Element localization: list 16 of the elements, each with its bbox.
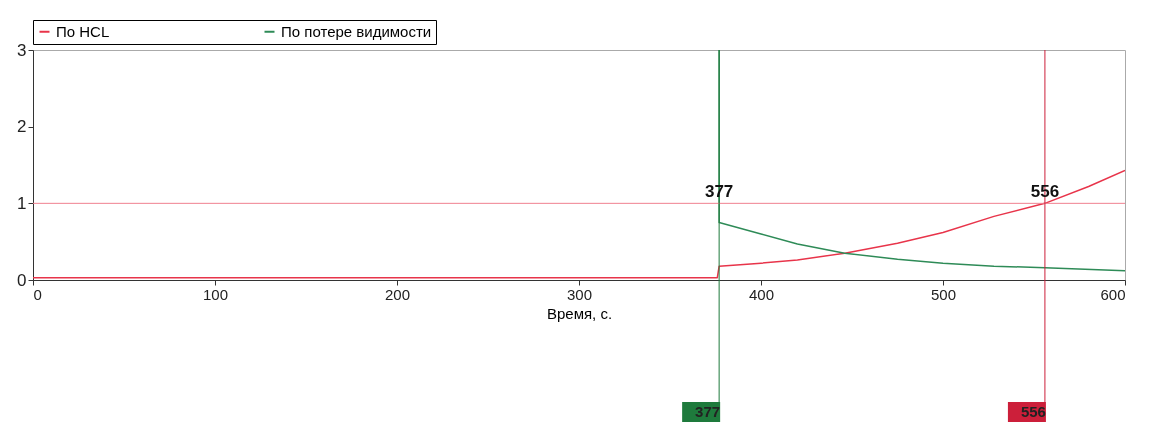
x-tick-label: 0	[33, 285, 42, 303]
ref-line-label: 377	[695, 403, 721, 420]
y-tick-label: 3	[17, 40, 27, 60]
y-tick-label: 2	[17, 117, 27, 137]
x-tick-label: 300	[566, 285, 593, 303]
y-tick-label: 0	[17, 270, 27, 290]
y-tick-label: 1	[17, 193, 27, 213]
x-tick-label: 200	[384, 285, 411, 303]
x-tick-label: 500	[930, 285, 957, 303]
x-axis-title: Время, с.	[546, 304, 613, 322]
x-tick-label: 600	[1100, 285, 1126, 303]
legend-label: По HCL	[56, 22, 110, 40]
x-tick-label: 400	[748, 285, 775, 303]
legend-label: По потере видимости	[281, 22, 432, 40]
x-tick-label: 100	[202, 285, 229, 303]
ref-line-label: 556	[1020, 403, 1046, 420]
